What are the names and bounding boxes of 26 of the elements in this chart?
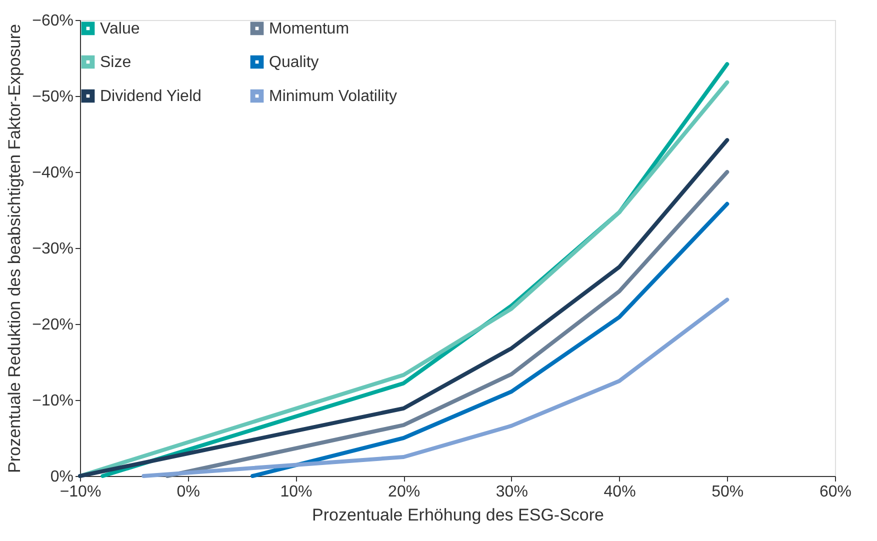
x-tick-label: 10% [280,484,312,500]
y-tick-label: −40% [32,164,74,182]
legend-label: Value [100,20,140,38]
legend-label: Size [100,54,132,71]
x-tick-label: 40% [604,484,636,500]
x-axis-title: Prozentuale Erhöhung des ESG-Score [312,506,604,524]
x-tick-label: 30% [496,484,528,500]
line-series [142,298,730,478]
y-tick-label: −30% [32,240,74,258]
x-tick-label: 60% [819,484,852,500]
x-tick-label: 0% [176,484,200,500]
legend-label: Dividend Yield [100,88,202,105]
line-series [250,202,730,478]
x-tick-label: 20% [388,484,420,500]
legend-label: Momentum [269,20,350,38]
y-tick-label: 0% [50,468,74,486]
legend-label: Quality [269,54,319,71]
x-tick-label: −10% [60,484,102,500]
y-tick-label: −10% [32,392,74,410]
y-tick-label: −20% [32,316,74,334]
y-tick-label: −60% [32,12,74,30]
x-tick-label: 50% [712,484,744,500]
line-series [165,170,730,478]
y-axis-title: Prozentuale Reduktion des beabsichtigten Faktor-Exposure [5,24,24,473]
y-tick-label: −50% [32,88,74,106]
legend-label: Minimum Volatility [269,88,398,105]
